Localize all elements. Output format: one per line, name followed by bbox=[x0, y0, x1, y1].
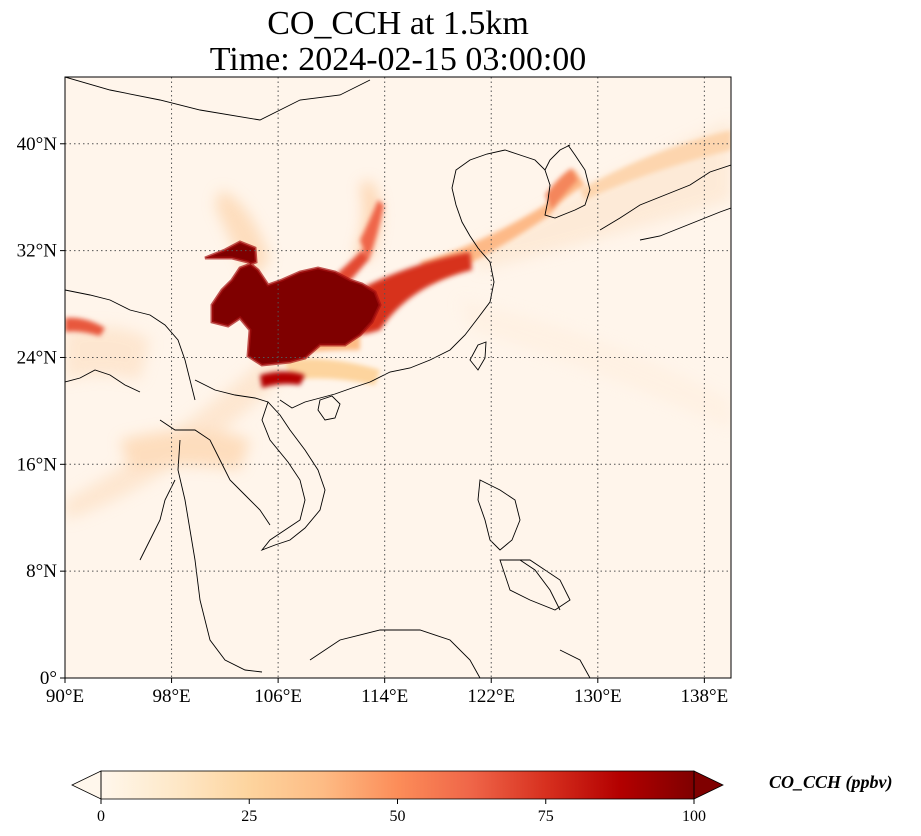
lat-tick-label: 8°N bbox=[26, 561, 57, 582]
lat-tick-label: 32°N bbox=[17, 241, 58, 262]
lat-tick-label: 40°N bbox=[17, 134, 58, 155]
map-area bbox=[65, 77, 731, 678]
map-frame bbox=[64, 76, 732, 679]
plume-low-haze bbox=[65, 120, 731, 520]
colorbar-label: CO_CCH (ppbv) bbox=[769, 772, 893, 793]
longitude-axis: 90°E 98°E 106°E 114°E 122°E 130°E 138°E bbox=[46, 678, 728, 707]
lon-tick-label: 90°E bbox=[46, 686, 84, 707]
lat-tick-label: 0° bbox=[40, 668, 57, 689]
gridlines bbox=[65, 77, 731, 678]
lat-tick-label: 24°N bbox=[17, 347, 58, 368]
lon-tick-label: 106°E bbox=[254, 686, 302, 707]
colorbar-tick-label: 75 bbox=[538, 808, 554, 825]
lat-tick-label: 16°N bbox=[17, 454, 58, 475]
lon-tick-label: 138°E bbox=[681, 686, 729, 707]
colorbar-extend-max bbox=[693, 770, 724, 800]
lon-tick-label: 114°E bbox=[361, 686, 408, 707]
colorbar: 0 25 50 75 100 CO_CCH (ppbv) bbox=[71, 770, 893, 825]
lon-tick-label: 98°E bbox=[152, 686, 190, 707]
lon-tick-label: 122°E bbox=[467, 686, 515, 707]
map-title: CO_CCH at 1.5km bbox=[267, 5, 529, 42]
colorbar-tick-label: 50 bbox=[390, 808, 406, 825]
colorbar-tick-label: 100 bbox=[682, 808, 706, 825]
map-subtitle-time: Time: 2024-02-15 03:00:00 bbox=[209, 41, 587, 78]
colorbar-gradient bbox=[101, 771, 694, 799]
latitude-axis: 40°N 32°N 24°N 16°N 8°N 0° bbox=[17, 134, 65, 689]
colorbar-extend-min bbox=[71, 770, 102, 800]
colorbar-tick-label: 25 bbox=[241, 808, 257, 825]
colorbar-tick-label: 0 bbox=[97, 808, 105, 825]
colorbar-ticks: 0 25 50 75 100 bbox=[97, 799, 706, 825]
lon-tick-label: 130°E bbox=[574, 686, 622, 707]
coastlines bbox=[65, 77, 731, 678]
plume-very-high-core bbox=[204, 240, 382, 367]
